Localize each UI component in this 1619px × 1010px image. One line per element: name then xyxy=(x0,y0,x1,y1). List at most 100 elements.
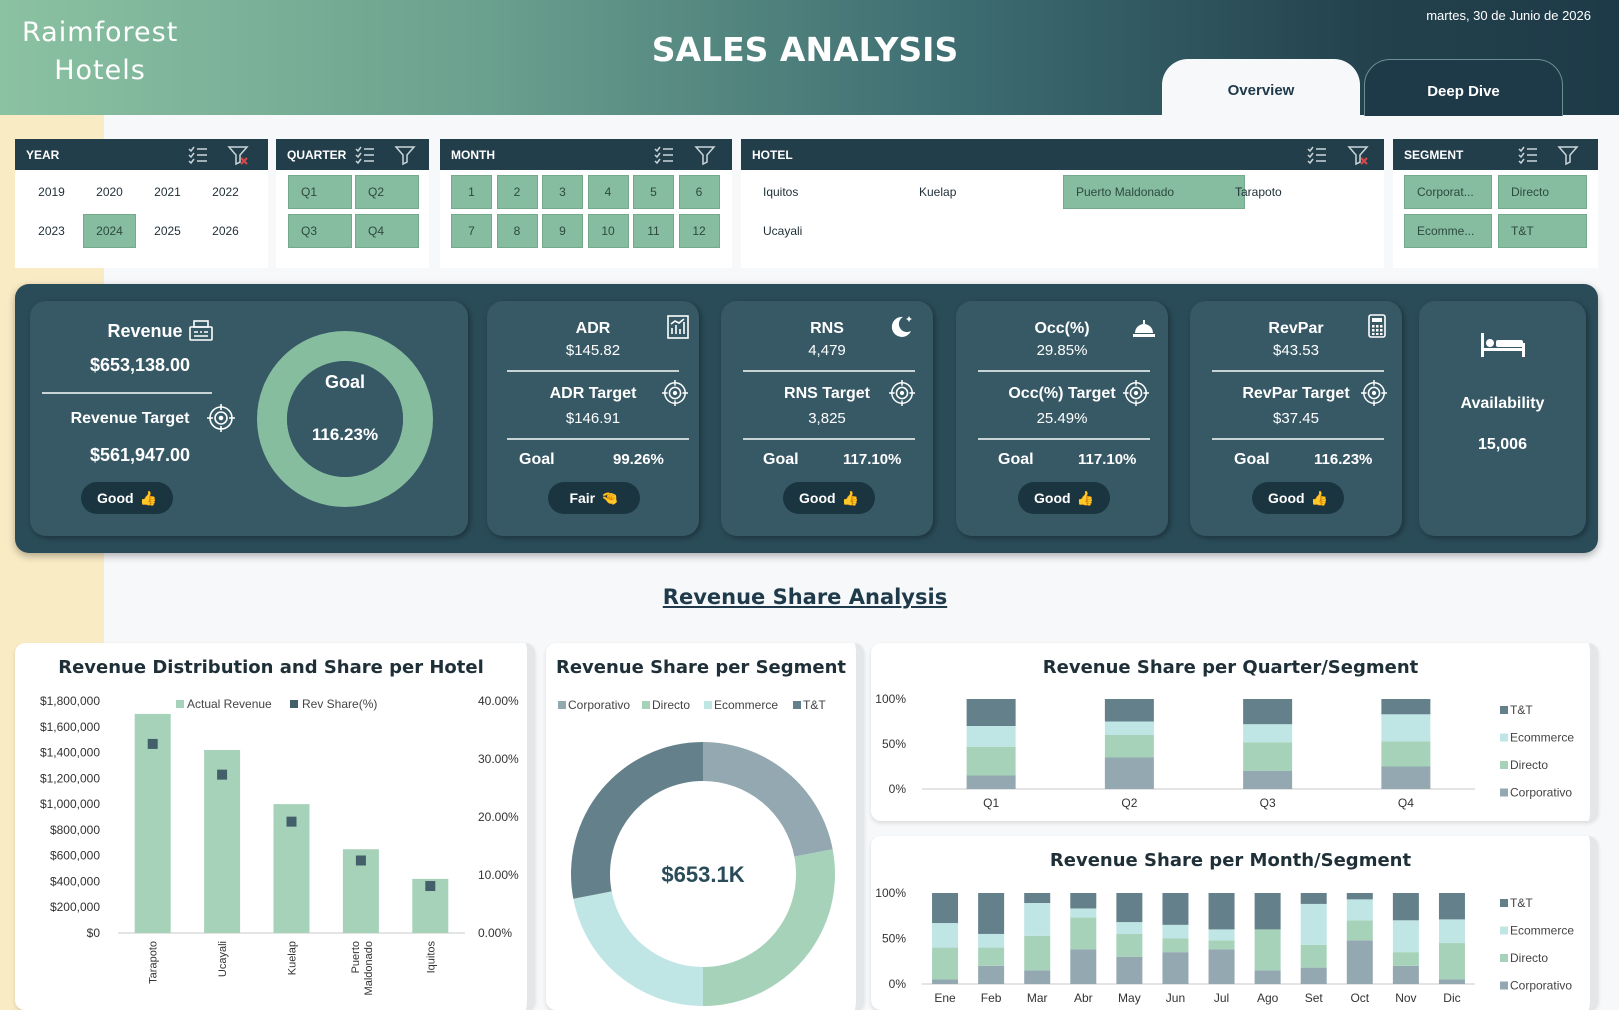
brand-logo: Raimforest Hotels xyxy=(22,14,178,90)
divider xyxy=(978,370,1150,372)
hotel-option-ucayali[interactable]: Ucayali xyxy=(763,224,803,238)
segment-option-ecomme[interactable]: Ecomme... xyxy=(1404,214,1492,248)
hotel-option-iquitos[interactable]: Iquitos xyxy=(763,185,799,199)
stack-segment-directo xyxy=(1392,952,1419,966)
revpar-status-badge: Good 👍 xyxy=(1252,482,1344,514)
year-option-2026[interactable]: 2026 xyxy=(212,224,239,238)
y2-tick-label: 30.00% xyxy=(478,752,519,766)
multi-select-icon[interactable] xyxy=(1517,144,1539,166)
hotel-option-puerto-maldonado[interactable]: Puerto Maldonado xyxy=(1063,175,1245,209)
month-option-5[interactable]: 5 xyxy=(633,175,674,209)
donut-center-value: $653.1K xyxy=(661,862,744,887)
stack-segment-directo xyxy=(1243,742,1293,771)
month-option-1[interactable]: 1 xyxy=(451,175,492,209)
year-option-2020[interactable]: 2020 xyxy=(96,185,123,199)
hotel-option-kuelap[interactable]: Kuelap xyxy=(919,185,957,199)
y-tick-label: 0% xyxy=(889,782,907,796)
month-option-3[interactable]: 3 xyxy=(542,175,583,209)
segment-slicer-title: SEGMENT xyxy=(1404,147,1464,162)
moon-icon xyxy=(891,316,912,337)
quarter-option-q2[interactable]: Q2 xyxy=(355,175,419,209)
revpar-target-value: $37.45 xyxy=(1273,410,1319,427)
bed-icon xyxy=(1481,333,1525,357)
year-option-2023[interactable]: 2023 xyxy=(38,224,65,238)
header-banner: Raimforest Hotels SALES ANALYSIS martes,… xyxy=(0,0,1619,116)
month-option-12[interactable]: 12 xyxy=(678,214,720,248)
revenue-goal-gauge xyxy=(257,331,433,507)
stack-segment-tt xyxy=(1070,893,1097,909)
x-tick-label: Ago xyxy=(1257,991,1279,1005)
x-tick-label: Ene xyxy=(934,991,956,1005)
stack-segment-ecommerce xyxy=(1162,924,1189,939)
legend-swatch xyxy=(793,701,801,709)
quarter-slicer: QUARTER Q1 Q2 Q3 Q4 xyxy=(276,139,429,268)
gauge-center xyxy=(287,361,403,477)
year-option-2025[interactable]: 2025 xyxy=(154,224,181,238)
gauge-goal-label: Goal xyxy=(324,372,365,392)
donut-slice-corporativo xyxy=(703,742,833,857)
divider xyxy=(1212,370,1384,372)
clear-filter-icon[interactable] xyxy=(1347,144,1369,166)
legend-label: Corporativo xyxy=(1510,979,1572,993)
x-tick-label: Jul xyxy=(1214,991,1229,1005)
stack-segment-ecommerce xyxy=(1300,903,1327,945)
multi-select-icon[interactable] xyxy=(653,144,675,166)
stack-segment-tt xyxy=(1392,893,1419,921)
clear-filter-icon[interactable] xyxy=(694,144,716,166)
stack-segment-corporativo xyxy=(1116,956,1143,984)
share-marker xyxy=(147,738,158,749)
x-tick-label: May xyxy=(1118,991,1141,1005)
multi-select-icon[interactable] xyxy=(187,144,209,166)
y-tick-label: $0 xyxy=(87,926,101,940)
clear-filter-icon[interactable] xyxy=(1557,144,1579,166)
clear-filter-icon[interactable] xyxy=(227,144,249,166)
month-option-4[interactable]: 4 xyxy=(587,175,629,209)
month-option-7[interactable]: 7 xyxy=(451,214,492,248)
chart-title: Revenue Share per Month/Segment xyxy=(1049,850,1412,871)
quarter-option-q1[interactable]: Q1 xyxy=(288,175,352,209)
y-tick-label: $1,000,000 xyxy=(40,797,100,811)
stack-segment-ecommerce xyxy=(1243,724,1293,743)
adr-target-label: ADR Target xyxy=(549,385,637,402)
x-tick-label: Oct xyxy=(1350,991,1369,1005)
donut-slice-directo xyxy=(703,849,835,1006)
year-option-2021[interactable]: 2021 xyxy=(154,185,181,199)
month-option-10[interactable]: 10 xyxy=(587,214,629,248)
clear-filter-icon[interactable] xyxy=(394,144,416,166)
revpar-card: RevPar $43.53 RevPar Target $37.45 Goal … xyxy=(1190,301,1402,536)
year-option-2024[interactable]: 2024 xyxy=(83,214,136,248)
stack-segment-corporativo xyxy=(1104,757,1154,789)
year-option-2022[interactable]: 2022 xyxy=(212,185,239,199)
x-tick-label: PuertoMaldonado xyxy=(350,941,375,995)
quarter-segment-chart-card: Revenue Share per Quarter/Segment 0% 50% 1… xyxy=(871,643,1598,821)
tab-deep-dive[interactable]: Deep Dive xyxy=(1364,59,1563,116)
month-option-2[interactable]: 2 xyxy=(496,175,538,209)
multi-select-icon[interactable] xyxy=(1306,144,1328,166)
x-tick-label: Q1 xyxy=(983,796,999,810)
legend-label: Directo xyxy=(1510,758,1548,772)
segment-option-corporat[interactable]: Corporat... xyxy=(1404,175,1492,209)
x-tick-label: Abr xyxy=(1074,991,1093,1005)
segment-option-directo[interactable]: Directo xyxy=(1498,175,1587,209)
legend-swatch xyxy=(1500,706,1508,714)
year-option-2019[interactable]: 2019 xyxy=(38,185,65,199)
hand-icon: 🤏 xyxy=(601,489,619,506)
service-bell-icon xyxy=(1133,320,1155,337)
target-icon xyxy=(662,380,688,406)
donut-slice-ecommerce xyxy=(573,891,703,1006)
month-option-8[interactable]: 8 xyxy=(496,214,538,248)
segment-option-t-t[interactable]: T&T xyxy=(1498,214,1587,248)
target-icon xyxy=(207,404,235,432)
tab-overview[interactable]: Overview xyxy=(1162,59,1360,116)
quarter-option-q4[interactable]: Q4 xyxy=(355,214,419,248)
multi-select-icon[interactable] xyxy=(354,144,376,166)
stack-segment-tt xyxy=(1438,893,1465,920)
quarter-option-q3[interactable]: Q3 xyxy=(288,214,352,248)
x-tick-label: Kuelap xyxy=(287,941,299,975)
month-option-6[interactable]: 6 xyxy=(678,175,720,209)
hotel-option-tarapoto[interactable]: Tarapoto xyxy=(1235,185,1282,199)
stack-segment-tt xyxy=(966,699,1016,726)
y-tick-label: 100% xyxy=(875,886,906,900)
month-option-9[interactable]: 9 xyxy=(542,214,583,248)
month-option-11[interactable]: 11 xyxy=(633,214,674,248)
